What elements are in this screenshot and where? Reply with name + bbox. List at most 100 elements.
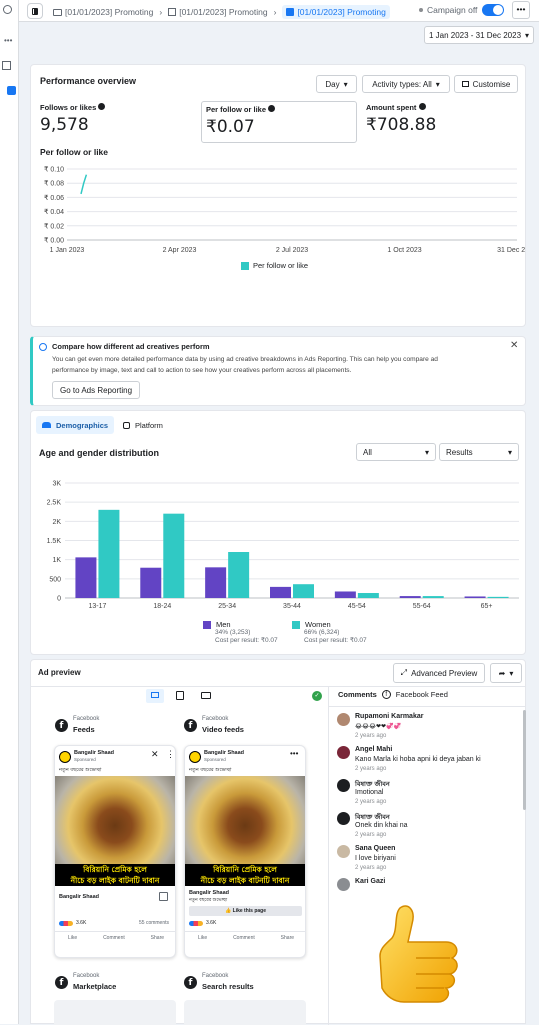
- bar-men: [205, 567, 227, 598]
- comment-button[interactable]: Comment: [233, 935, 255, 941]
- search-icon[interactable]: [3, 5, 12, 14]
- avatar: [337, 713, 350, 726]
- more-icon[interactable]: •••: [290, 749, 299, 758]
- legend-detail: 66% (6,324): [304, 629, 340, 636]
- placement-name: Video feeds: [202, 725, 244, 734]
- results-filter-dropdown[interactable]: Results ▾: [439, 443, 519, 461]
- legend-name: Men: [216, 620, 231, 629]
- commenter-name[interactable]: Kari Gazi: [355, 878, 386, 885]
- comments-list: Rupamoni Karmakar 😂😂😂❤❤💞💞 2 years ago Ange…: [329, 710, 525, 891]
- go-to-ads-reporting-button[interactable]: Go to Ads Reporting: [52, 381, 140, 399]
- commenter-name[interactable]: Sana Queen: [355, 845, 396, 852]
- sidebar-toggle-icon[interactable]: [27, 3, 43, 19]
- commenter-name[interactable]: বিষাক্ত জীবন: [355, 813, 390, 821]
- customise-button[interactable]: Customise: [454, 75, 518, 93]
- bar-men: [464, 596, 486, 598]
- tab-platform[interactable]: Platform: [123, 416, 163, 434]
- facebook-icon: f: [184, 976, 197, 989]
- x-tick-label: 35-44: [283, 603, 301, 610]
- bar-men: [334, 591, 356, 598]
- activity-types-dropdown[interactable]: Activity types: All ▾: [362, 75, 450, 93]
- comment-text: Onek din khai na: [355, 822, 408, 829]
- line-chart-title: Per follow or like: [40, 147, 109, 157]
- people-icon: [42, 422, 51, 428]
- commenter-name[interactable]: Rupamoni Karmakar: [355, 713, 424, 720]
- metric-value: 9,578: [40, 115, 89, 135]
- page-logo: [59, 751, 71, 763]
- comment-button[interactable]: Comment: [103, 935, 125, 941]
- left-rail: •••: [0, 0, 19, 1024]
- search-preview-stub: [184, 1000, 306, 1025]
- day-dropdown[interactable]: Day ▾: [316, 75, 357, 93]
- gender-filter-dropdown[interactable]: All ▾: [356, 443, 436, 461]
- comment-text: 😂😂😂❤❤💞💞: [355, 723, 402, 730]
- commenter-name[interactable]: বিষাক্ত জীবন: [355, 780, 390, 788]
- share-icon: ➦: [498, 668, 506, 678]
- comments-scrollbar[interactable]: [523, 710, 526, 810]
- info-icon[interactable]: [418, 103, 426, 110]
- button-label: Advanced Preview: [411, 668, 478, 678]
- caption-line-1: বিরিয়ানি প্রেমিক হলে: [83, 865, 147, 874]
- divider: [31, 686, 525, 687]
- y-tick-label: ₹ 0.00: [44, 237, 64, 245]
- close-icon[interactable]: ✕: [151, 749, 159, 759]
- facebook-icon: f: [381, 690, 391, 699]
- caption-line-2: নীচে বড় লাইক বাটনটি দাবান: [200, 876, 290, 885]
- advanced-preview-button[interactable]: ⤢ Advanced Preview: [393, 663, 485, 683]
- like-button[interactable]: Like: [197, 935, 208, 941]
- like-icon[interactable]: [159, 892, 168, 901]
- campaign-toggle[interactable]: [482, 4, 504, 16]
- breadcrumb-campaign[interactable]: [01/01/2023] Promoting: [65, 7, 154, 17]
- share-dropdown-button[interactable]: ➦ ▾: [490, 663, 522, 683]
- tablet-view-icon[interactable]: [201, 692, 211, 699]
- commenter-name[interactable]: Angel Mahi: [355, 746, 393, 753]
- folder-icon: [53, 8, 62, 16]
- close-icon[interactable]: ✕: [510, 340, 519, 351]
- caret-down-icon: ▾: [509, 668, 514, 678]
- like-page-label: Like this page: [232, 908, 266, 914]
- y-tick-label: ₹ 0.06: [44, 194, 64, 202]
- ad-caption: বিরিয়ানি প্রেমিক হলে নীচে বড় লাইক বাটনট…: [55, 864, 175, 886]
- like-button[interactable]: Like: [67, 935, 78, 941]
- caret-down-icon: ▾: [435, 79, 440, 89]
- caption-line-1: বিরিয়ানি প্রেমিক হলে: [213, 865, 277, 874]
- y-tick-label: ₹ 0.04: [44, 208, 64, 216]
- breadcrumb-ad-label: [01/01/2023] Promoting: [297, 7, 386, 17]
- tab-demographics[interactable]: Demographics: [36, 416, 114, 434]
- info-banner: Compare how different ad creatives perfo…: [30, 336, 526, 406]
- desktop-view-icon[interactable]: [146, 689, 164, 703]
- feed-ad-preview[interactable]: Bangalir Shaad Sponsored ✕ ⋮ নতুন বছরের …: [54, 745, 176, 958]
- share-button[interactable]: Share: [280, 935, 295, 941]
- video-feed-ad-preview[interactable]: Bangalir Shaad Sponsored ••• নতুন বছরের …: [184, 745, 306, 958]
- bar-men: [75, 557, 97, 598]
- metric-per-follow[interactable]: Per follow or like ₹0.07: [201, 101, 357, 143]
- more-icon[interactable]: •••: [4, 36, 13, 45]
- y-tick-label: 500: [49, 576, 61, 583]
- breadcrumb-adset[interactable]: [01/01/2023] Promoting: [179, 7, 268, 17]
- x-tick-label: 1 Oct 2023: [387, 247, 421, 254]
- breadcrumb-ad-active[interactable]: [01/01/2023] Promoting: [282, 5, 390, 19]
- date-range-button[interactable]: 1 Jan 2023 - 31 Dec 2023 ▾: [424, 26, 534, 44]
- campaign-icon[interactable]: [7, 86, 16, 95]
- more-options-button[interactable]: •••: [512, 1, 530, 19]
- legend-name: Women: [305, 620, 331, 629]
- mobile-view-icon[interactable]: [176, 691, 184, 700]
- more-icon[interactable]: ⋮: [166, 749, 175, 759]
- like-page-button[interactable]: 👍 Like this page: [189, 906, 302, 916]
- top-bar: [01/01/2023] Promoting › [01/01/2023] Pr…: [19, 0, 539, 22]
- x-tick-label: 65+: [481, 603, 493, 610]
- status-dot: [419, 8, 423, 12]
- x-tick-label: 45-54: [348, 603, 366, 610]
- info-icon[interactable]: [98, 103, 106, 110]
- info-icon[interactable]: [268, 105, 276, 112]
- placement-name: Search results: [202, 982, 254, 991]
- grid-icon[interactable]: [2, 61, 11, 70]
- share-button[interactable]: Share: [150, 935, 165, 941]
- metric-label: Amount spent: [366, 103, 417, 112]
- cta-page-name: Bangalir Shaad: [59, 894, 100, 900]
- x-tick-label: 55-64: [413, 603, 431, 610]
- series-line: [80, 174, 88, 195]
- line-chart-legend: Per follow or like: [241, 261, 308, 270]
- avatar: [337, 812, 350, 825]
- metric-amount-spent: Amount spent ₹708.88: [366, 103, 516, 143]
